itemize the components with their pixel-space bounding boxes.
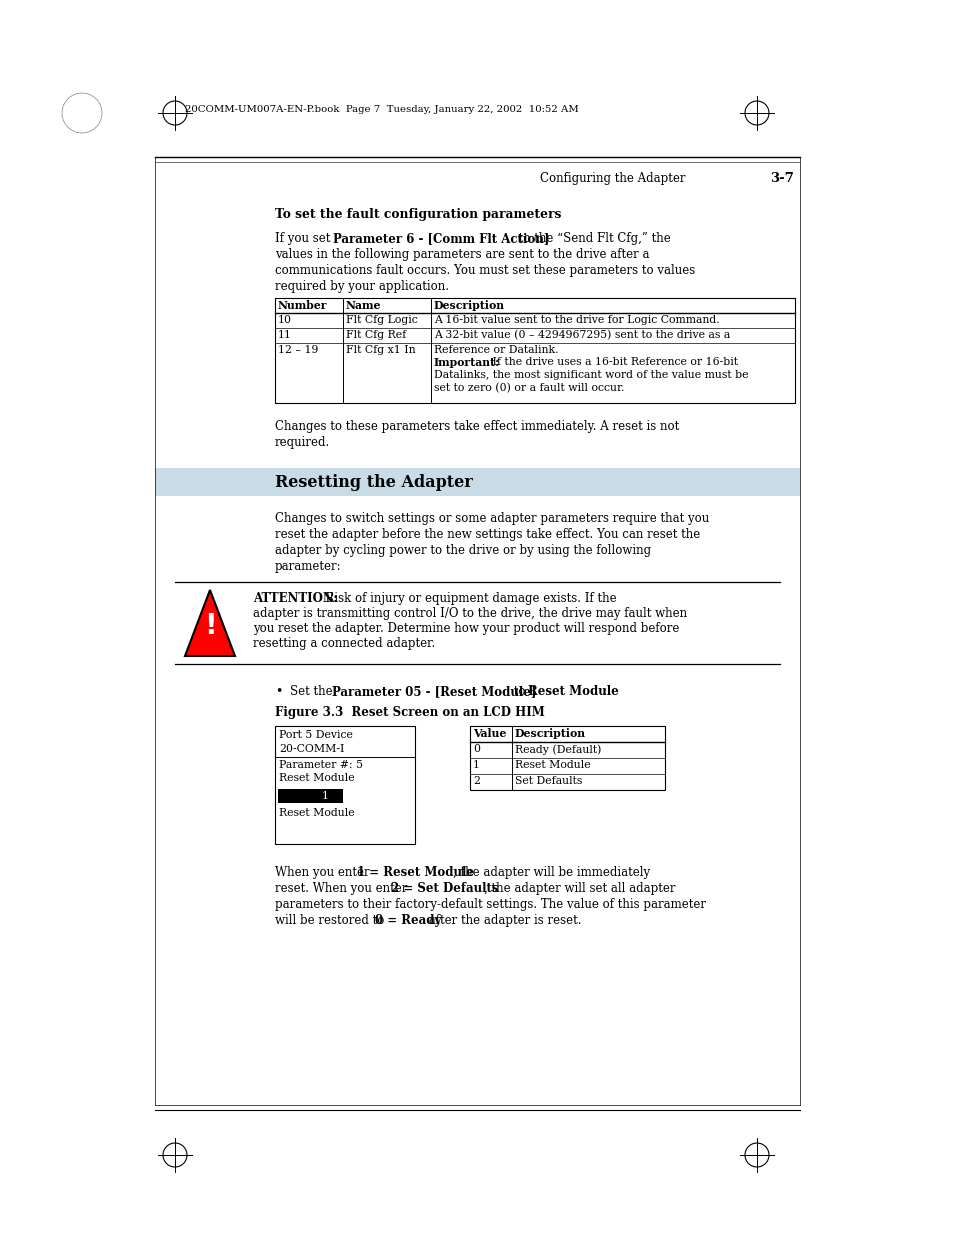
Text: Set Defaults: Set Defaults — [515, 776, 581, 785]
Text: Flt Cfg Ref: Flt Cfg Ref — [346, 330, 406, 340]
Text: If you set: If you set — [274, 232, 334, 245]
Text: Datalinks, the most significant word of the value must be: Datalinks, the most significant word of … — [434, 370, 748, 380]
Text: required.: required. — [274, 436, 330, 450]
Text: parameter:: parameter: — [274, 559, 341, 573]
Text: resetting a connected adapter.: resetting a connected adapter. — [253, 637, 435, 650]
Text: Changes to these parameters take effect immediately. A reset is not: Changes to these parameters take effect … — [274, 420, 679, 433]
FancyBboxPatch shape — [274, 298, 794, 403]
Text: Flt Cfg Logic: Flt Cfg Logic — [346, 315, 417, 325]
Text: 20COMM-UM007A-EN-P.book  Page 7  Tuesday, January 22, 2002  10:52 AM: 20COMM-UM007A-EN-P.book Page 7 Tuesday, … — [185, 105, 578, 114]
Text: values in the following parameters are sent to the drive after a: values in the following parameters are s… — [274, 248, 649, 261]
Text: Port 5 Device: Port 5 Device — [278, 730, 353, 740]
Text: ATTENTION:: ATTENTION: — [253, 592, 337, 605]
FancyBboxPatch shape — [154, 468, 800, 496]
Text: Description: Description — [515, 727, 585, 739]
Text: Reset Module: Reset Module — [278, 808, 355, 818]
Text: Important:: Important: — [434, 357, 499, 368]
Text: after the adapter is reset.: after the adapter is reset. — [424, 914, 581, 927]
Text: Name: Name — [346, 300, 381, 311]
Text: reset. When you enter: reset. When you enter — [274, 882, 411, 895]
Text: 1 = Reset Module: 1 = Reset Module — [356, 866, 474, 879]
Text: Parameter #: 5: Parameter #: 5 — [278, 760, 363, 769]
Text: Changes to switch settings or some adapter parameters require that you: Changes to switch settings or some adapt… — [274, 513, 708, 525]
Text: Risk of injury or equipment damage exists. If the: Risk of injury or equipment damage exist… — [317, 592, 616, 605]
Text: A 32-bit value (0 – 4294967295) sent to the drive as a: A 32-bit value (0 – 4294967295) sent to … — [434, 330, 729, 341]
Text: adapter is transmitting control I/O to the drive, the drive may fault when: adapter is transmitting control I/O to t… — [253, 606, 686, 620]
Text: to the “Send Flt Cfg,” the: to the “Send Flt Cfg,” the — [515, 232, 670, 245]
Text: parameters to their factory-default settings. The value of this parameter: parameters to their factory-default sett… — [274, 898, 705, 911]
FancyBboxPatch shape — [470, 726, 664, 790]
Text: Figure 3.3  Reset Screen on an LCD HIM: Figure 3.3 Reset Screen on an LCD HIM — [274, 706, 544, 719]
FancyBboxPatch shape — [277, 789, 343, 803]
Text: 20-COMM-I: 20-COMM-I — [278, 743, 344, 755]
Text: Configuring the Adapter: Configuring the Adapter — [539, 172, 685, 185]
Text: you reset the adapter. Determine how your product will respond before: you reset the adapter. Determine how you… — [253, 622, 679, 635]
Text: communications fault occurs. You must set these parameters to values: communications fault occurs. You must se… — [274, 264, 695, 277]
Text: Description: Description — [434, 300, 504, 311]
Text: reset the adapter before the new settings take effect. You can reset the: reset the adapter before the new setting… — [274, 529, 700, 541]
Text: 0: 0 — [473, 743, 479, 755]
Text: 0 = Ready: 0 = Ready — [375, 914, 441, 927]
Text: , the adapter will set all adapter: , the adapter will set all adapter — [483, 882, 675, 895]
Text: Parameter 05 - [Reset Module]: Parameter 05 - [Reset Module] — [332, 685, 536, 698]
Text: 11: 11 — [277, 330, 292, 340]
Text: , the adapter will be immediately: , the adapter will be immediately — [453, 866, 649, 879]
Text: Flt Cfg x1 In: Flt Cfg x1 In — [346, 345, 416, 354]
Text: Number: Number — [277, 300, 327, 311]
Text: Reference or Datalink.: Reference or Datalink. — [434, 345, 558, 354]
Text: 3-7: 3-7 — [769, 172, 793, 185]
Text: 12 – 19: 12 – 19 — [277, 345, 318, 354]
Text: Reset Module: Reset Module — [527, 685, 618, 698]
Text: will be restored to: will be restored to — [274, 914, 388, 927]
Polygon shape — [185, 590, 234, 656]
Text: Parameter 6 - [Comm Flt Action]: Parameter 6 - [Comm Flt Action] — [333, 232, 549, 245]
Text: to: to — [510, 685, 529, 698]
Text: set to zero (0) or a fault will occur.: set to zero (0) or a fault will occur. — [434, 383, 623, 393]
Text: Set the: Set the — [290, 685, 336, 698]
Text: 2 = Set Defaults: 2 = Set Defaults — [391, 882, 498, 895]
Text: A 16-bit value sent to the drive for Logic Command.: A 16-bit value sent to the drive for Log… — [434, 315, 719, 325]
Text: Reset Module: Reset Module — [515, 760, 590, 769]
Text: 1: 1 — [321, 790, 328, 802]
Text: 1: 1 — [473, 760, 479, 769]
Text: Value: Value — [473, 727, 506, 739]
Text: 2: 2 — [473, 776, 479, 785]
Text: required by your application.: required by your application. — [274, 280, 449, 293]
Text: Resetting the Adapter: Resetting the Adapter — [274, 474, 473, 492]
Text: !: ! — [204, 613, 216, 640]
Text: Reset Module: Reset Module — [278, 773, 355, 783]
FancyBboxPatch shape — [274, 726, 415, 844]
Text: adapter by cycling power to the drive or by using the following: adapter by cycling power to the drive or… — [274, 543, 651, 557]
Text: :: : — [602, 685, 606, 698]
Text: Ready (Default): Ready (Default) — [515, 743, 600, 755]
Text: To set the fault configuration parameters: To set the fault configuration parameter… — [274, 207, 560, 221]
Text: 10: 10 — [277, 315, 292, 325]
Text: •: • — [274, 685, 282, 698]
Text: If the drive uses a 16-bit Reference or 16-bit: If the drive uses a 16-bit Reference or … — [489, 357, 738, 367]
Text: When you enter: When you enter — [274, 866, 373, 879]
